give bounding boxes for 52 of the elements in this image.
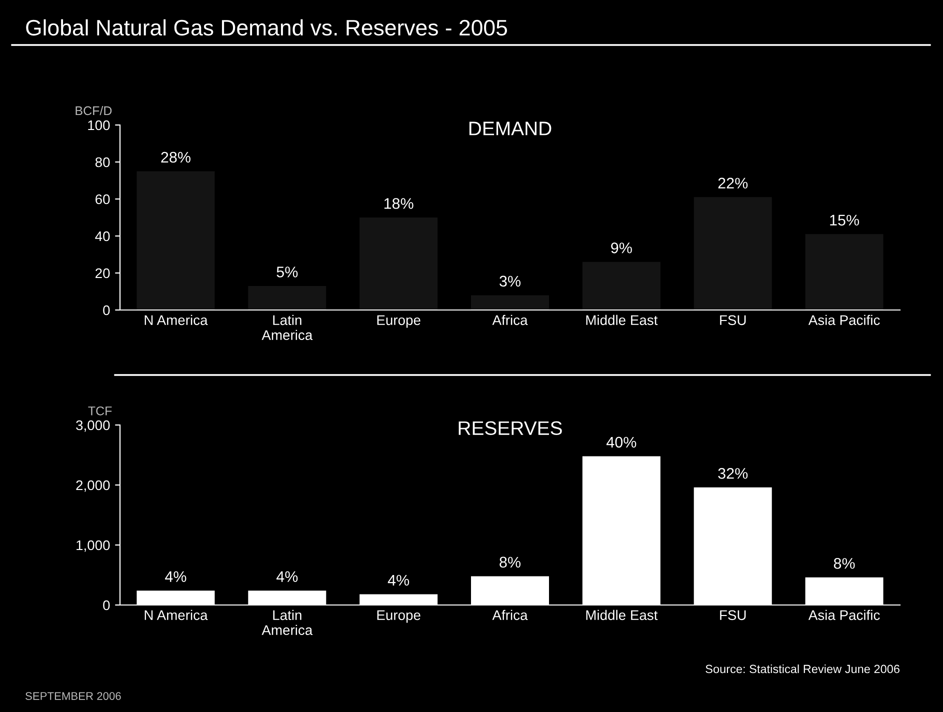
chart-title: DEMAND (469, 122, 552, 136)
bar (136, 171, 215, 310)
bar (360, 218, 438, 310)
x-tick-label: Europe (377, 315, 420, 328)
y-tick-label: 2,000 (76, 480, 110, 492)
y-tick-label: 3,000 (76, 420, 110, 432)
x-tick-label: Africa (492, 314, 528, 326)
y-tick-label: 60 (96, 194, 110, 204)
text: Global Natural Gas Demand vs. Reserves - 2005 (26, 19, 507, 36)
x-tick-label: Asia Pacific (808, 610, 880, 620)
x-tick-label: Middle East (586, 610, 658, 620)
text: SEPTEMBER 2006 (26, 692, 121, 700)
x-tick-label: Asia Pacific (808, 314, 880, 326)
x-tick-label: Middle East (586, 314, 658, 326)
y-tick-label: 80 (95, 157, 110, 168)
annotation: 4% (276, 571, 298, 582)
chart-title: RESERVES (458, 421, 562, 436)
y-tick-label: 40 (95, 231, 110, 242)
annotation: 5% (276, 266, 298, 278)
annotation: 15% (830, 214, 860, 226)
y-tick-label: 0 (103, 600, 110, 610)
annotation: 3% (500, 276, 520, 287)
bar (805, 234, 884, 310)
y-tick-label: 1,000 (76, 540, 110, 552)
x-tick-label: Africa (492, 610, 528, 620)
y-tick-label: 100 (88, 120, 110, 130)
y-axis-title: TCF (88, 406, 112, 416)
bar (694, 197, 772, 310)
annotation: 28% (161, 152, 190, 163)
x-tick-label: N America (144, 314, 208, 326)
source-note: Source: Statistical Review June 2006 (706, 664, 900, 674)
annotation: 4% (388, 574, 410, 586)
y-axis-title: BCF/D (76, 106, 112, 116)
annotation: 40% (606, 436, 636, 448)
annotation: 8% (500, 556, 520, 568)
annotation: 4% (165, 571, 186, 582)
annotation: 18% (384, 198, 414, 209)
x-tick-label: Latin America (262, 314, 313, 340)
annotation: 32% (718, 468, 748, 479)
bar (471, 295, 549, 310)
y-tick-label: 0 (103, 305, 110, 316)
bar (248, 286, 326, 310)
x-tick-label: Latin America (262, 610, 313, 636)
x-tick-label: FSU (720, 610, 746, 620)
x-tick-label: Europe (377, 610, 420, 623)
y-tick-label: 20 (96, 268, 110, 278)
annotation: 9% (611, 242, 632, 254)
annotation: 22% (718, 178, 748, 189)
annotation: 8% (834, 558, 855, 569)
bar (582, 262, 660, 310)
x-tick-label: FSU (720, 315, 746, 326)
x-tick-label: N America (144, 610, 208, 620)
